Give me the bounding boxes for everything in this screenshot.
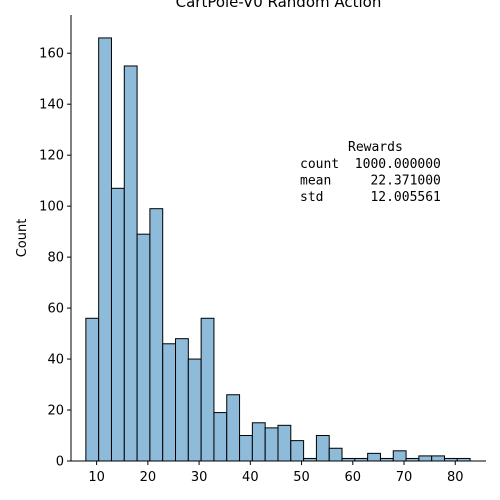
x-ticks: 10 20 30 40 50 60 70 80 (88, 461, 464, 485)
stats-row-mean: mean 22.371000 (300, 174, 441, 189)
histogram-bar (200, 317, 215, 462)
x-tick-label: 10 (88, 470, 105, 485)
y-tick-label: 140 (39, 98, 64, 113)
x-tick-label: 80 (447, 470, 464, 485)
bars-group (85, 37, 471, 462)
y-tick-label: 120 (39, 149, 64, 164)
histogram-bar (418, 455, 433, 462)
histogram-bar (98, 37, 112, 462)
x-tick-label: 30 (191, 470, 208, 485)
y-tick-label: 20 (47, 404, 64, 419)
stats-row-std: std 12.005561 (300, 190, 441, 205)
y-tick-label: 100 (39, 200, 64, 215)
x-tick-label: 20 (140, 470, 157, 485)
x-tick-label: 70 (396, 470, 413, 485)
y-tick-label: 80 (47, 251, 64, 266)
histogram-bar (149, 208, 164, 462)
histogram-bar (251, 422, 266, 462)
histogram-bar (123, 65, 138, 462)
histogram-bar (328, 447, 343, 462)
histogram-bar (392, 450, 407, 462)
histogram-bar (290, 440, 305, 462)
x-tick-label: 40 (242, 470, 259, 485)
histogram-bar (85, 317, 100, 462)
histogram-bar (239, 435, 253, 462)
histogram-bar (226, 394, 241, 462)
histogram-bar (367, 452, 381, 462)
histogram-bar (175, 338, 189, 462)
histogram-bar (431, 455, 445, 462)
y-tick-label: 60 (47, 302, 64, 317)
histogram-bar (187, 358, 202, 462)
chart-title: CartPole-V0 Random Action (176, 0, 382, 11)
stats-annotation: Rewards count 1000.000000 mean 22.371000… (300, 140, 441, 205)
histogram-bar (136, 233, 151, 462)
y-axis-label: Count (15, 219, 30, 258)
histogram-bar (264, 427, 279, 462)
y-ticks: 0 20 40 60 80 100 120 140 160 (39, 47, 71, 470)
x-tick-label: 60 (345, 470, 362, 485)
histogram-bar (213, 412, 228, 462)
histogram-bar (277, 424, 292, 462)
stats-row-count: count 1000.000000 (300, 157, 441, 172)
y-tick-label: 0 (56, 455, 64, 470)
stats-header: Rewards (348, 140, 403, 155)
y-tick-label: 160 (39, 47, 64, 62)
y-tick-label: 40 (47, 353, 64, 368)
histogram-bar (162, 343, 177, 462)
histogram-bar (315, 435, 330, 462)
histogram-bar (110, 187, 125, 462)
x-tick-label: 50 (293, 470, 310, 485)
